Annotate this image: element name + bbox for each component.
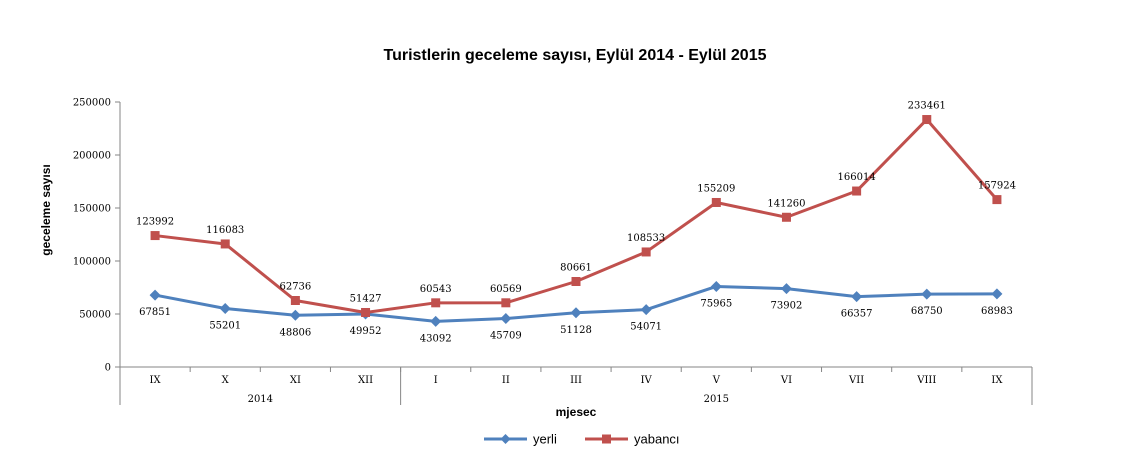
y-tick-label: 250000 <box>73 98 111 109</box>
data-label: 60569 <box>490 284 522 295</box>
data-label: 141260 <box>767 198 805 209</box>
y-tick-label: 0 <box>105 363 111 374</box>
x-axis-title: mjesec <box>556 405 597 419</box>
data-point <box>150 231 160 241</box>
y-axis-title: geceleme sayısı <box>39 164 53 255</box>
data-point <box>711 197 721 207</box>
data-point <box>640 304 652 316</box>
legend-label: yabancı <box>634 432 680 447</box>
data-label: 43092 <box>420 333 452 344</box>
data-label: 166014 <box>838 172 876 183</box>
legend-item: yerli <box>484 432 557 447</box>
legend-item: yabancı <box>585 432 680 447</box>
data-label: 67851 <box>139 307 171 318</box>
x-tick-label: III <box>570 375 582 386</box>
data-point <box>220 239 230 249</box>
data-label: 45709 <box>490 331 522 342</box>
series-yabanci: 123992 116083 62736 51427 60543 60569 80661 108… <box>136 101 1016 317</box>
x-tick-label: XII <box>358 375 373 386</box>
data-label: 60543 <box>420 284 452 295</box>
data-point <box>501 298 511 308</box>
data-point <box>641 247 651 257</box>
data-point <box>852 186 862 196</box>
data-label: 155209 <box>697 183 735 194</box>
y-tick-label: 100000 <box>73 257 111 268</box>
data-point <box>922 115 932 125</box>
data-point <box>991 288 1003 300</box>
data-label: 68983 <box>981 306 1013 317</box>
data-label: 66357 <box>841 309 873 320</box>
y-tick-label: 200000 <box>73 151 111 162</box>
data-label: 116083 <box>206 225 244 236</box>
x-tick-label: V <box>712 375 721 386</box>
group-label: 2014 <box>248 394 273 405</box>
data-point <box>710 280 722 292</box>
legend: yerli yabancı <box>484 432 680 447</box>
legend-marker <box>500 434 511 444</box>
data-label: 48806 <box>279 327 311 338</box>
x-tick-label: VII <box>848 375 864 386</box>
x-tick-label: VIII <box>916 375 936 386</box>
data-point <box>219 302 231 314</box>
data-point <box>361 307 371 317</box>
legend-marker <box>602 434 611 444</box>
data-label: 55201 <box>209 320 241 331</box>
series-yerli: 67851 55201 48806 49952 43092 45709 51128 54071… <box>139 280 1013 344</box>
data-label: 62736 <box>279 281 311 292</box>
data-label: 157924 <box>978 181 1016 192</box>
data-label: 51128 <box>560 325 592 336</box>
data-point <box>992 195 1002 205</box>
data-point <box>149 289 161 301</box>
group-label: 2015 <box>704 394 729 405</box>
chart-title: Turistlerin geceleme sayısı, Eylül 2014 … <box>383 47 766 64</box>
data-label: 80661 <box>560 262 592 273</box>
data-label: 233461 <box>908 101 946 112</box>
x-tick-label: IX <box>991 375 1003 386</box>
data-point <box>851 291 863 303</box>
data-point <box>781 212 791 222</box>
data-point <box>290 295 300 305</box>
data-point <box>500 313 512 325</box>
x-tick-label: IV <box>641 375 653 386</box>
series-layer: 67851 55201 48806 49952 43092 45709 51128 54071… <box>136 101 1016 345</box>
data-label: 73902 <box>771 301 803 312</box>
x-tick-label: I <box>434 375 438 386</box>
data-point <box>571 276 581 286</box>
data-point <box>921 288 933 300</box>
data-label: 49952 <box>350 326 382 337</box>
data-point <box>289 309 301 321</box>
x-tick-label: VI <box>780 375 792 386</box>
legend-label: yerli <box>533 432 557 447</box>
x-tick-label: X <box>222 375 230 386</box>
data-label: 68750 <box>911 306 943 317</box>
data-point <box>431 298 441 308</box>
data-point <box>780 283 792 295</box>
data-label: 108533 <box>627 233 665 244</box>
x-tick-label: IX <box>150 375 162 386</box>
y-tick-label: 50000 <box>79 310 111 321</box>
x-tick-label: II <box>502 375 510 386</box>
data-label: 54071 <box>630 322 662 333</box>
data-label: 123992 <box>136 217 174 228</box>
data-label: 51427 <box>350 293 382 304</box>
data-label: 75965 <box>700 298 732 309</box>
data-point <box>430 315 442 327</box>
y-tick-label: 150000 <box>73 204 111 215</box>
x-tick-label: XI <box>290 375 301 386</box>
data-point <box>570 307 582 319</box>
